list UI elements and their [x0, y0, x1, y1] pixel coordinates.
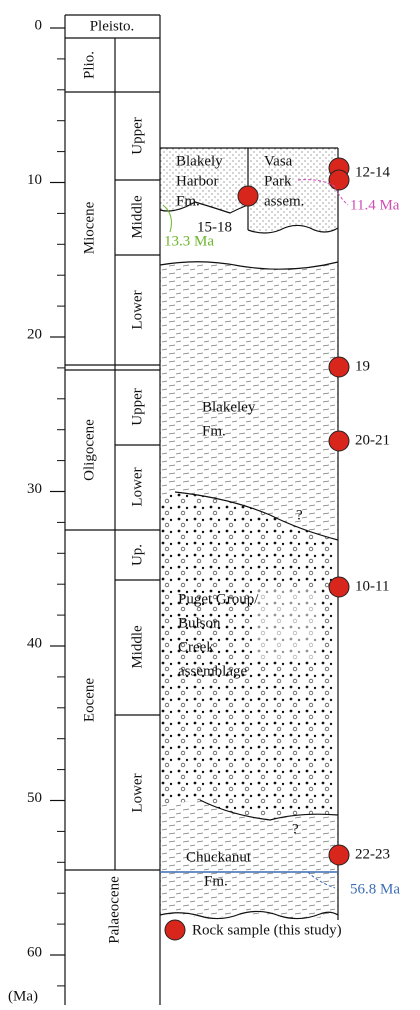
sample-marker — [329, 431, 349, 451]
subdivision-label: Up. — [129, 544, 145, 566]
unit-label: Park — [264, 173, 292, 189]
sample-marker — [238, 186, 258, 206]
unit-label: Creek — [178, 639, 214, 655]
sample-marker — [329, 577, 349, 597]
epoch-label: Pleisto. — [90, 18, 135, 34]
unit-label: Fm. — [176, 193, 200, 209]
sample-marker — [329, 170, 349, 190]
age-label: 10 — [27, 172, 42, 188]
unit-label: Blakeley — [202, 399, 256, 415]
uncertain-mark: ? — [292, 821, 299, 837]
sample-label: 20-21 — [355, 432, 390, 448]
subdivision-label: Upper — [129, 388, 145, 426]
unit-label: assemblage — [178, 663, 247, 679]
subdivision-label: Lower — [129, 290, 145, 329]
age-label: 20 — [27, 326, 42, 342]
epoch-label: Palaeocene — [106, 876, 122, 944]
sample-label: 22-23 — [355, 846, 390, 862]
sample-marker — [329, 357, 349, 377]
epoch-label: Plio. — [81, 51, 97, 79]
uncertain-mark: ? — [296, 507, 303, 523]
subdivision-label: Middle — [129, 195, 145, 239]
annotation: 11.4 Ma — [350, 197, 400, 213]
epoch-label: Miocene — [81, 201, 97, 254]
legend-label: Rock sample (this study) — [192, 922, 342, 938]
vasa-park-fill — [248, 148, 338, 233]
subdivision-label: Middle — [129, 625, 145, 669]
unit-label: Harbor — [176, 173, 218, 189]
age-label: 50 — [27, 790, 42, 806]
epoch-label: Oligocene — [81, 419, 97, 481]
unit-label: Blakely — [176, 153, 223, 169]
unit-label: Fm. — [204, 873, 228, 889]
axis-unit: (Ma) — [8, 988, 38, 1004]
label-backdrop — [252, 590, 322, 660]
sample-marker — [329, 845, 349, 865]
subdivision-label: Upper — [129, 117, 145, 155]
unit-label: assem. — [264, 193, 304, 209]
age-label: 60 — [27, 944, 42, 960]
sample-label: 10-11 — [355, 578, 389, 594]
unit-label: Chuckanut — [186, 849, 252, 865]
age-axis: 0 10 20 30 40 50 60 — [27, 17, 65, 985]
subdivision-label: Lower — [129, 467, 145, 506]
epoch-label: Eocene — [81, 678, 97, 722]
unit-label: Bulson — [178, 615, 221, 631]
sample-label: 19 — [355, 358, 370, 374]
age-label: 30 — [27, 481, 42, 497]
stratigraphic-column: Pleisto. Plio. Miocene Oligocene Eocene … — [0, 0, 420, 1010]
unit-label: Vasa — [264, 153, 293, 169]
unit-label: Fm. — [202, 423, 226, 439]
legend-marker — [165, 920, 185, 940]
unit-label: Puget Group/ — [178, 591, 259, 607]
sample-label: 12-14 — [355, 164, 390, 180]
annotation: 13.3 Ma — [164, 233, 214, 249]
age-label: 0 — [35, 17, 43, 33]
age-label: 40 — [27, 635, 42, 651]
annotation: 56.8 Ma — [350, 881, 400, 897]
subdivision-label: Lower — [129, 773, 145, 812]
